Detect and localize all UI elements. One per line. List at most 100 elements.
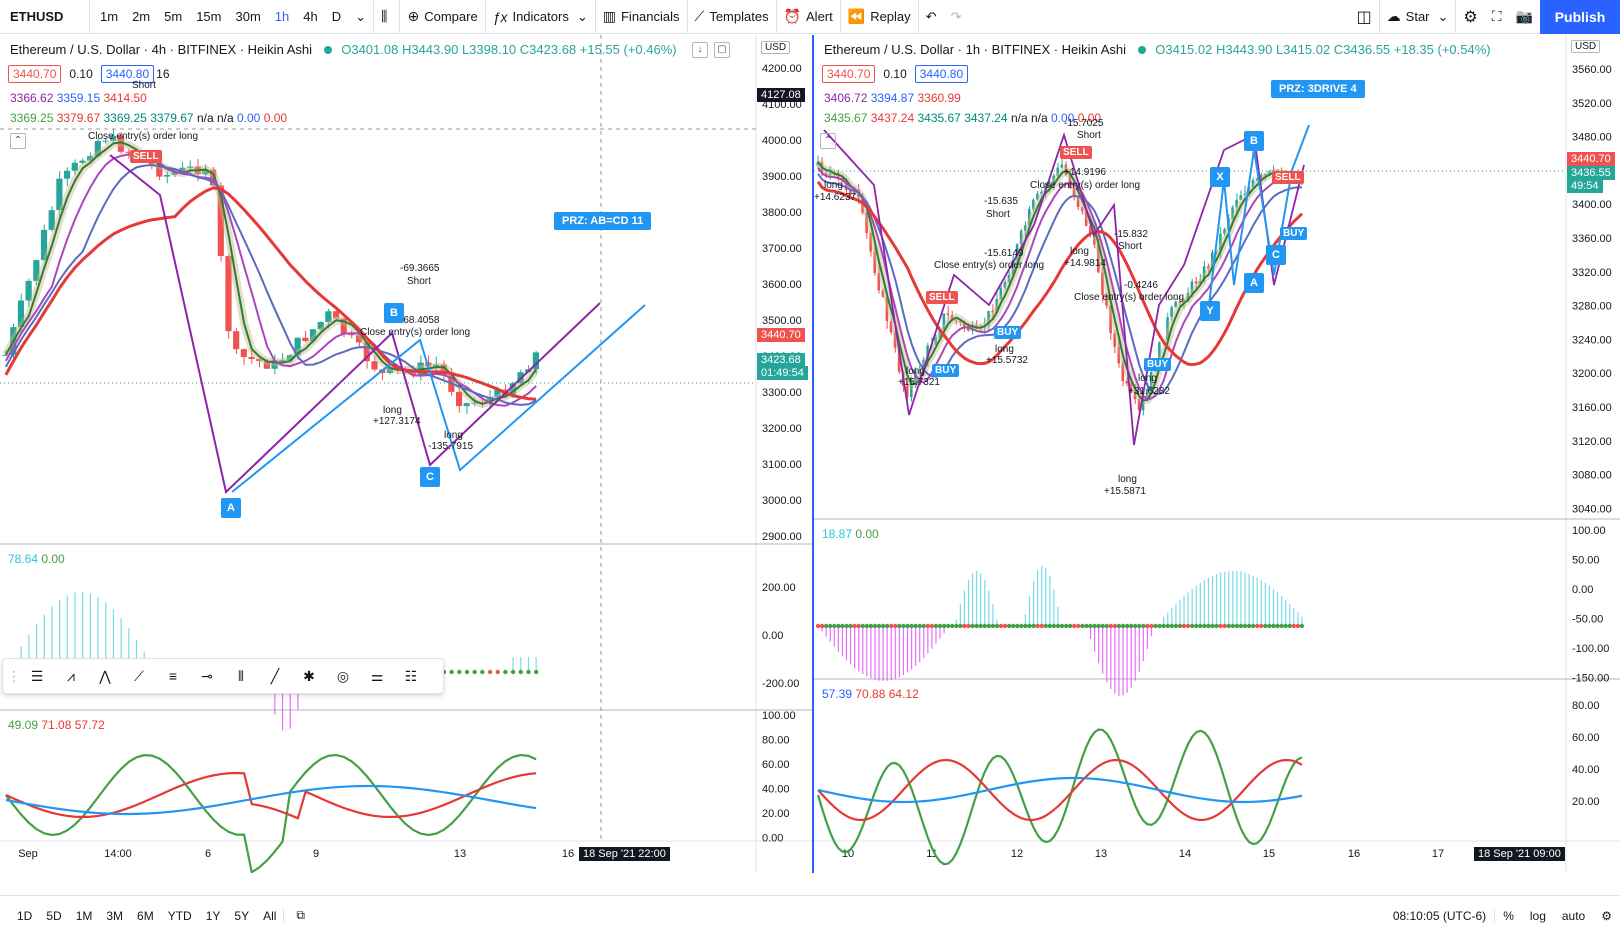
rsi-green-line bbox=[4, 753, 537, 873]
interval-dropdown[interactable]: ⌄ bbox=[348, 0, 373, 34]
osc-dot bbox=[1043, 623, 1048, 629]
range-All[interactable]: All bbox=[263, 908, 277, 923]
collapse-legend-icon[interactable]: ⌃ bbox=[820, 133, 836, 149]
replay-label: Replay bbox=[870, 9, 911, 24]
range-1D[interactable]: 1D bbox=[17, 908, 33, 923]
split-layout-icon: ◫ bbox=[1356, 8, 1372, 26]
settings-lines-icon[interactable]: ⚌ bbox=[370, 667, 384, 684]
interval-2m[interactable]: 2m bbox=[132, 9, 151, 24]
price-axis-tick: 3520.00 bbox=[1572, 98, 1612, 110]
candle-body bbox=[958, 321, 962, 323]
osc-dot bbox=[487, 669, 493, 675]
compare-button[interactable]: ⊕ Compare bbox=[399, 0, 484, 34]
range-5D[interactable]: 5D bbox=[46, 908, 62, 923]
cycle-icon[interactable]: ◎ bbox=[336, 667, 350, 684]
price-axis-tick: 3100.00 bbox=[762, 459, 802, 471]
range-YTD[interactable]: YTD bbox=[167, 908, 192, 923]
sell-price-button[interactable]: 3440.70 bbox=[8, 65, 62, 83]
financials-button[interactable]: ▥ Financials bbox=[594, 0, 687, 34]
redo-button[interactable]: ↷ bbox=[944, 0, 969, 34]
osc-dot bbox=[1027, 623, 1032, 629]
vertical-lines-icon[interactable]: ⦀ bbox=[237, 667, 245, 684]
more-tools-icon[interactable]: ☷ bbox=[404, 667, 418, 684]
range-5Y[interactable]: 5Y bbox=[234, 908, 250, 923]
layout-name-button[interactable]: ☁ Star ⌄ bbox=[1378, 0, 1456, 34]
sell-price-button[interactable]: 3440.70 bbox=[822, 65, 876, 83]
fullscreen-button[interactable]: ⛶ bbox=[1485, 0, 1509, 34]
price-axis-tick: 3700.00 bbox=[762, 243, 802, 255]
range-1M[interactable]: 1M bbox=[75, 908, 93, 923]
osc-axis-tick: -100.00 bbox=[1572, 643, 1609, 655]
candle-body bbox=[1239, 195, 1242, 200]
indicators-button[interactable]: ƒx Indicators ⌄ bbox=[484, 0, 595, 34]
buy-price-button[interactable]: 3440.80 bbox=[100, 65, 155, 83]
settings-button[interactable]: ⚙ bbox=[1455, 0, 1484, 34]
symbol-search[interactable]: ETHUSD bbox=[0, 0, 90, 34]
right-chart-canvas[interactable]: 3560.003520.003480.003440.003400.003360.… bbox=[814, 35, 1620, 873]
percent-toggle[interactable]: % bbox=[1494, 908, 1522, 923]
candle-body bbox=[889, 321, 893, 333]
log-toggle[interactable]: log bbox=[1529, 908, 1546, 923]
candle-body bbox=[962, 321, 966, 328]
range-3M[interactable]: 3M bbox=[106, 908, 124, 923]
interval-D[interactable]: D bbox=[331, 9, 342, 24]
rsi-red-line bbox=[817, 758, 1303, 822]
interval-5m[interactable]: 5m bbox=[164, 9, 183, 24]
interval-1m[interactable]: 1m bbox=[100, 9, 119, 24]
candle-body bbox=[263, 360, 270, 369]
candle-body bbox=[950, 315, 954, 321]
candle-body bbox=[1060, 164, 1064, 168]
drag-handle-icon[interactable]: ⋮ bbox=[7, 667, 21, 684]
candle-body bbox=[1158, 342, 1161, 367]
horizontal-ray-icon[interactable]: ⊸ bbox=[201, 667, 213, 684]
interval-4h[interactable]: 4h bbox=[303, 9, 318, 24]
interval-15m[interactable]: 15m bbox=[196, 9, 222, 24]
auto-toggle[interactable]: auto bbox=[1561, 908, 1586, 923]
collapse-arrow-icon[interactable]: ↓ bbox=[692, 42, 708, 58]
replay-button[interactable]: ⏪ Replay bbox=[839, 0, 918, 34]
right-currency-button[interactable]: USD bbox=[1571, 40, 1601, 53]
layout-button[interactable]: ◫ bbox=[1350, 0, 1379, 34]
templates-button[interactable]: ⟋ Templates bbox=[686, 0, 776, 34]
right-chart-panel[interactable]: 3560.003520.003480.003440.003400.003360.… bbox=[812, 35, 1620, 873]
collapse-legend-icon[interactable]: ⌃ bbox=[10, 133, 26, 149]
clock-timezone[interactable]: 08:10:05 (UTC-6) bbox=[1392, 908, 1487, 923]
candle-body bbox=[995, 299, 998, 313]
osc-dot bbox=[1206, 623, 1211, 629]
interval-1h[interactable]: 1h bbox=[274, 9, 290, 24]
horizontal-lines-icon[interactable]: ☰ bbox=[30, 667, 44, 684]
chart-type-button[interactable]: ⫼ bbox=[373, 0, 399, 34]
range-6M[interactable]: 6M bbox=[137, 908, 154, 923]
chart-settings-button[interactable]: ⚙ bbox=[1593, 909, 1620, 923]
goto-date-button[interactable]: ⧉ bbox=[283, 908, 312, 923]
osc-dot bbox=[1194, 623, 1199, 629]
publish-button[interactable]: Publish bbox=[1540, 0, 1620, 34]
left-prz-label[interactable]: PRZ: AB=CD 11 bbox=[554, 212, 652, 230]
left-currency-button[interactable]: USD bbox=[761, 41, 791, 54]
snapshot-button[interactable]: 📷 bbox=[1509, 0, 1540, 34]
abcd-pattern-icon[interactable]: ⋀ bbox=[99, 667, 111, 684]
trend-line-icon[interactable]: ⟋ bbox=[134, 667, 144, 684]
buy-price-button[interactable]: 3440.80 bbox=[914, 65, 969, 83]
osc-dot bbox=[518, 669, 523, 675]
right-prz-label[interactable]: PRZ: 3DRIVE 4 bbox=[1271, 80, 1365, 98]
candle-body bbox=[1101, 272, 1104, 296]
line-icon[interactable]: ╱ bbox=[270, 667, 280, 684]
alert-button[interactable]: ⏰ Alert bbox=[775, 0, 840, 34]
candle-body bbox=[1170, 307, 1173, 318]
pattern-icon[interactable]: ✱ bbox=[303, 667, 315, 684]
fib-icon[interactable]: ≡ bbox=[168, 668, 178, 684]
ind2-v4: 3379.67 bbox=[150, 111, 194, 125]
interval-30m[interactable]: 30m bbox=[235, 9, 261, 24]
candle-body bbox=[1186, 293, 1190, 302]
ind2-v7: 0.00 bbox=[237, 111, 261, 125]
r-ann-a9: +31.6282 bbox=[1128, 386, 1170, 397]
maximize-icon[interactable]: ▢ bbox=[714, 42, 730, 58]
xabcd-pattern-icon[interactable]: ⩘ bbox=[67, 667, 75, 684]
left-chart-panel[interactable]: 4200.00 4100.00 4000.00 3900.00 3800.00 3700.… bbox=[0, 35, 812, 873]
range-1Y[interactable]: 1Y bbox=[205, 908, 221, 923]
undo-button[interactable]: ↶ bbox=[917, 0, 944, 34]
r-ann-short-3: Short bbox=[1118, 241, 1142, 252]
rsi-axis-tick: 40.00 bbox=[1572, 764, 1600, 776]
left-chart-canvas[interactable]: 4200.00 4100.00 4000.00 3900.00 3800.00 3700.… bbox=[0, 35, 812, 873]
